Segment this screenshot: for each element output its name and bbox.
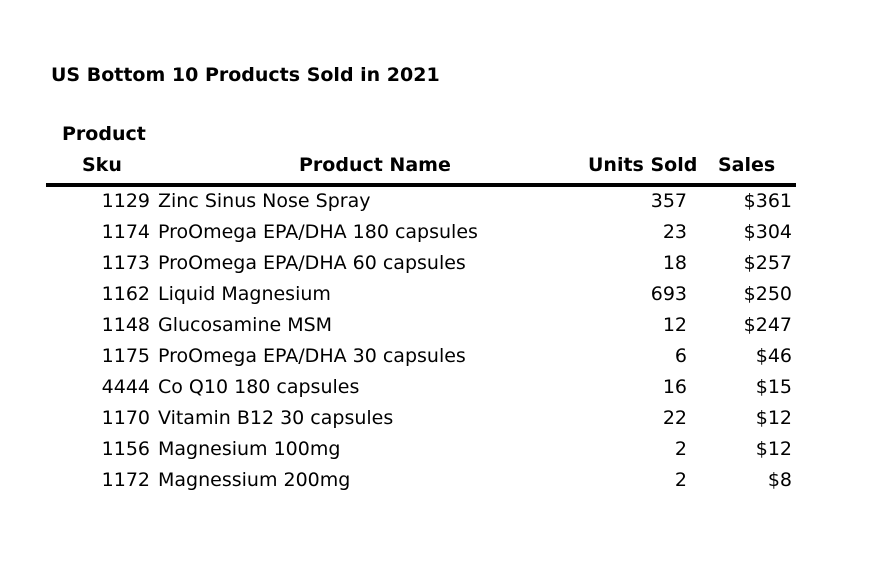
- cell-units-sold: 2: [674, 438, 687, 460]
- cell-units-sold: 6: [674, 345, 687, 367]
- column-header-product-name: Product Name: [299, 154, 451, 176]
- cell-product-name: Liquid Magnesium: [158, 283, 331, 305]
- column-header-units-sold: Units Sold: [588, 154, 698, 176]
- cell-sales: $46: [755, 345, 792, 367]
- table-row: 1129 Zinc Sinus Nose Spray 357 $361: [0, 188, 880, 219]
- cell-sku: 1170: [101, 407, 150, 429]
- table-row: 1173 ProOmega EPA/DHA 60 capsules 18 $257: [0, 250, 880, 281]
- cell-units-sold: 357: [650, 190, 687, 212]
- cell-sales: $247: [743, 314, 792, 336]
- table-row: 1156 Magnesium 100mg 2 $12: [0, 436, 880, 467]
- cell-units-sold: 2: [674, 469, 687, 491]
- cell-units-sold: 693: [650, 283, 687, 305]
- cell-sku: 1174: [101, 221, 150, 243]
- cell-sku: 4444: [101, 376, 150, 398]
- cell-sku: 1172: [101, 469, 150, 491]
- cell-product-name: ProOmega EPA/DHA 30 capsules: [158, 345, 466, 367]
- cell-product-name: ProOmega EPA/DHA 180 capsules: [158, 221, 478, 243]
- cell-product-name: Magnesium 100mg: [158, 438, 341, 460]
- table-row: 1175 ProOmega EPA/DHA 30 capsules 6 $46: [0, 343, 880, 374]
- table-row: 1170 Vitamin B12 30 capsules 22 $12: [0, 405, 880, 436]
- cell-product-name: ProOmega EPA/DHA 60 capsules: [158, 252, 466, 274]
- cell-sales: $15: [755, 376, 792, 398]
- column-header-sku-line1: Product: [62, 123, 146, 145]
- cell-product-name: Co Q10 180 capsules: [158, 376, 360, 398]
- table-row: 4444 Co Q10 180 capsules 16 $15: [0, 374, 880, 405]
- table-row: 1148 Glucosamine MSM 12 $247: [0, 312, 880, 343]
- cell-sku: 1156: [101, 438, 150, 460]
- cell-sales: $304: [743, 221, 792, 243]
- table-title: US Bottom 10 Products Sold in 2021: [51, 64, 440, 86]
- cell-sales: $361: [743, 190, 792, 212]
- cell-sales: $257: [743, 252, 792, 274]
- table-row: 1174 ProOmega EPA/DHA 180 capsules 23 $304: [0, 219, 880, 250]
- cell-sku: 1173: [101, 252, 150, 274]
- cell-sales: $8: [767, 469, 792, 491]
- cell-units-sold: 22: [662, 407, 687, 429]
- cell-sku: 1148: [101, 314, 150, 336]
- cell-product-name: Glucosamine MSM: [158, 314, 333, 336]
- table-row: 1172 Magnessium 200mg 2 $8: [0, 467, 880, 498]
- cell-product-name: Magnessium 200mg: [158, 469, 351, 491]
- table-body: 1129 Zinc Sinus Nose Spray 357 $361 1174 ProO…: [0, 188, 880, 498]
- cell-units-sold: 16: [662, 376, 687, 398]
- cell-sales: $12: [755, 407, 792, 429]
- column-header-sales: Sales: [718, 154, 776, 176]
- cell-sku: 1162: [101, 283, 150, 305]
- column-header-sku-line2: Sku: [82, 154, 122, 176]
- cell-product-name: Vitamin B12 30 capsules: [158, 407, 394, 429]
- cell-product-name: Zinc Sinus Nose Spray: [158, 190, 371, 212]
- cell-sku: 1175: [101, 345, 150, 367]
- table-row: 1162 Liquid Magnesium 693 $250: [0, 281, 880, 312]
- cell-units-sold: 12: [662, 314, 687, 336]
- cell-units-sold: 18: [662, 252, 687, 274]
- header-divider: [46, 183, 796, 187]
- cell-sku: 1129: [101, 190, 150, 212]
- cell-units-sold: 23: [662, 221, 687, 243]
- cell-sales: $250: [743, 283, 792, 305]
- cell-sales: $12: [755, 438, 792, 460]
